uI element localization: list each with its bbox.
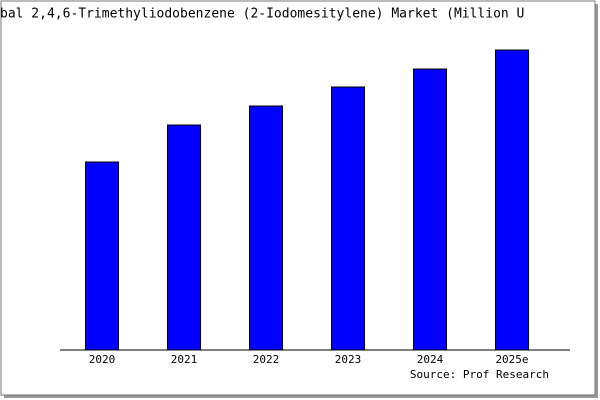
bar <box>495 49 529 351</box>
bar <box>249 105 283 351</box>
x-tick-label: 2025e <box>495 353 528 366</box>
x-tick-label: 2024 <box>417 353 444 366</box>
bar <box>413 68 447 351</box>
bar <box>167 124 201 351</box>
bar <box>85 161 119 351</box>
bar <box>331 86 365 351</box>
x-tick-label: 2023 <box>335 353 362 366</box>
x-tick-label: 2021 <box>171 353 198 366</box>
source-note: Source: Prof Research <box>410 368 549 381</box>
x-tick-label: 2020 <box>89 353 116 366</box>
x-tick-label: 2022 <box>253 353 280 366</box>
chart-title: bal 2,4,6-Trimethyliodobenzene (2-Iodome… <box>0 7 524 22</box>
